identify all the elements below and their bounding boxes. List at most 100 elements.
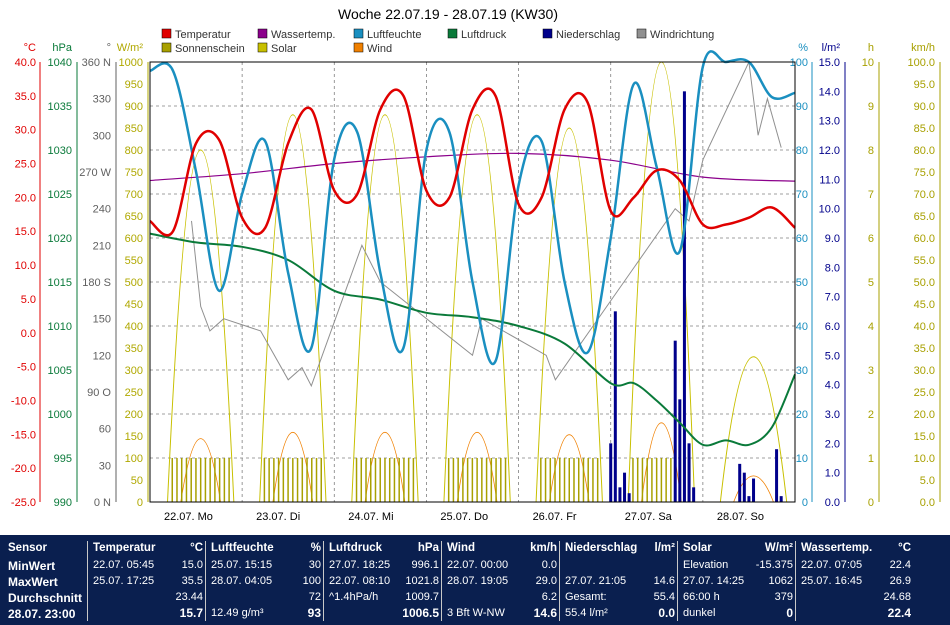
col7-last: 22.4: [887, 606, 911, 620]
col1-last: 15.7: [179, 606, 203, 620]
col3-r3a: ^1.4hPa/h: [329, 591, 379, 603]
axis-tick-label: 90: [796, 101, 808, 113]
solar-curve: [259, 114, 327, 503]
axis-tick-label: 3: [868, 365, 874, 377]
precip-bar: [779, 496, 783, 502]
legend-label: Wassertemp.: [271, 29, 335, 41]
col1-r1a: 22.07. 05:45: [93, 559, 155, 571]
col3-last: 1006.5: [402, 606, 439, 620]
precip-bar: [738, 463, 742, 502]
stats-panel: Sensor MinWert MaxWert Durchschnitt 28.0…: [0, 535, 950, 625]
col5-r3b: 55.4: [653, 591, 675, 603]
axis-tick-label: 8.0: [825, 262, 840, 274]
separator: [205, 541, 206, 621]
axis-tick-label: 60.0: [914, 233, 935, 245]
col1-r2b: 35.5: [181, 575, 203, 587]
col7-r1a: 22.07. 07:05: [801, 559, 863, 571]
axis-tick-label: 150: [125, 431, 143, 443]
axis-tick-label: 100: [125, 453, 143, 465]
row-label-min: MinWert: [8, 559, 56, 573]
col3-r1a: 27.07. 18:25: [329, 559, 391, 571]
col7-r2a: 25.07. 16:45: [801, 575, 863, 587]
day-label: 22.07. Mo: [164, 511, 213, 523]
day-label: 23.07. Di: [256, 511, 300, 523]
axis-unit: hPa: [52, 42, 72, 54]
row-label-avg: Durchschnitt: [8, 591, 83, 605]
axis-tick-label: 30.0: [15, 125, 36, 137]
precip-bar: [775, 449, 779, 502]
axis-tick-label: 600: [125, 233, 143, 245]
col1-r2a: 25.07. 17:25: [93, 575, 155, 587]
axis-tick-label: 11.0: [819, 174, 840, 186]
day-label: 24.07. Mi: [348, 511, 393, 523]
axis-tick-label: 995: [54, 453, 72, 465]
col5-r2a: 27.07. 21:05: [565, 575, 627, 587]
col7-r2b: 26.9: [889, 575, 911, 587]
weather-week-chart: Woche 22.07.19 - 28.07.19 (KW30) Tempera…: [11, 6, 941, 523]
axis-tick-label: 15.0: [15, 226, 36, 238]
axis-tick-label: 1010: [48, 321, 72, 333]
axis-tick-label: 1030: [48, 145, 72, 157]
axis-tick-label: 20.0: [914, 409, 935, 421]
axis-tick-label: 1040: [48, 57, 72, 69]
axis-tick-label: 30: [796, 365, 808, 377]
col3-r3b: 1009.7: [405, 591, 439, 603]
panel-col2: Luftfeuchte% 25.07. 15:15 30 28.07. 04:05 10…: [211, 535, 321, 625]
axis-tick-label: 700: [125, 189, 143, 201]
panel-col6: Solar W/m² Elevation -15.375 27.07. 14:25 106…: [683, 535, 793, 625]
separator: [87, 541, 88, 621]
day-label: 27.07. Sa: [625, 511, 673, 523]
solar-curve: [535, 127, 603, 503]
legend-label: Wind: [367, 43, 392, 55]
axis-tick-label: 500: [125, 277, 143, 289]
axis-unit: %: [798, 42, 808, 54]
legend-swatch: [161, 42, 172, 53]
axis-tick-label: 50.0: [914, 277, 935, 289]
axis-tick-label: 0: [868, 497, 874, 509]
axis-tick-label: 10.0: [15, 260, 36, 272]
col6-r3b: 379: [774, 591, 793, 603]
axis-tick-label: 100: [790, 57, 808, 69]
axis-tick-label: 45.0: [914, 299, 935, 311]
axis-tick-label: 1025: [48, 189, 72, 201]
axis-tick-label: 5.0: [825, 350, 840, 362]
col1-r3b: 23.44: [175, 591, 203, 603]
precip-bar: [623, 472, 627, 502]
col6-r2b: 1062: [768, 575, 793, 587]
separator: [677, 541, 678, 621]
axis-tick-label: 40: [796, 321, 808, 333]
col6-r2a: 27.07. 14:25: [683, 575, 745, 587]
axis-tick-label: -5.0: [17, 362, 36, 374]
wind-curve: [548, 434, 590, 503]
axis-unit: °C: [24, 42, 36, 54]
wind-curve: [456, 432, 498, 503]
day-label: 25.07. Do: [440, 511, 488, 523]
col2-r2b: 100: [302, 575, 321, 587]
col2-header: Luftfeuchte: [211, 542, 274, 554]
axis-tick-label: 2: [868, 409, 874, 421]
separator: [559, 541, 560, 621]
col6-r3a: 66:00 h: [683, 591, 720, 603]
col2-lasta: 12.49 g/m³: [211, 607, 264, 619]
sensor-header: Sensor: [8, 542, 47, 554]
series-group: [149, 50, 796, 503]
axis-tick-label: 35.0: [15, 91, 36, 103]
axis-tick-label: 1015: [48, 277, 72, 289]
grid: 22.07. Mo 23.07. Di 24.07. Mi 25.07. Do 26.0…: [150, 62, 795, 523]
axis-tick-label: 150: [93, 314, 111, 326]
axis-tick-label: 850: [125, 123, 143, 135]
temperature-line: [149, 87, 796, 237]
axis-tick-label: 180 S: [82, 277, 111, 289]
axis-tick-label: 13.0: [819, 116, 840, 128]
axis-tick-label: 30: [99, 460, 111, 472]
col4-r2a: 28.07. 19:05: [447, 575, 509, 587]
col1-r1b: 15.0: [181, 559, 203, 571]
axis-tick-label: 330: [93, 94, 111, 106]
axis-tick-label: -10.0: [11, 395, 36, 407]
axis-tick-label: 210: [93, 240, 111, 252]
axis-unit: km/h: [911, 42, 935, 54]
axis-tick-label: 450: [125, 299, 143, 311]
precip-bar: [627, 493, 631, 502]
axis-tick-label: 60: [99, 424, 111, 436]
axis-tick-label: 800: [125, 145, 143, 157]
